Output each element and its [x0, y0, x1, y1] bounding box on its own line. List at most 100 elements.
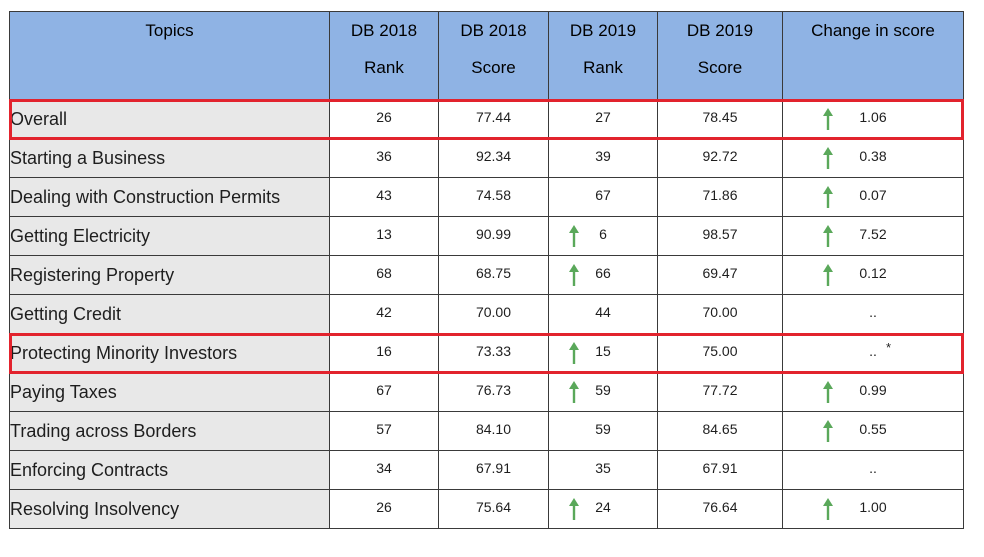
up-arrow-icon — [823, 225, 833, 247]
cell-value: 42 — [376, 304, 392, 320]
table-row: Overall 26 77.44 27 78.45 1.06 — [9, 99, 964, 139]
up-arrow-icon — [569, 342, 579, 364]
cell-value: 39 — [595, 148, 611, 164]
change-in-score-cell: .. — [782, 294, 964, 334]
header-line1: DB 2018 — [350, 21, 418, 40]
change-in-score-cell: 0.12 — [782, 255, 964, 295]
db2018-rank-cell: 68 — [329, 255, 439, 295]
cell-value: 0.38 — [859, 148, 887, 164]
cell-value: 71.86 — [702, 187, 738, 203]
cell-value: 66 — [595, 265, 611, 281]
db2018-rank-cell: 26 — [329, 489, 439, 529]
cell-value: 15 — [595, 343, 611, 359]
db2019-score-cell: 76.64 — [657, 489, 783, 529]
cell-value: 78.45 — [702, 109, 738, 125]
db2019-rank-cell: 44 — [548, 294, 658, 334]
db2019-score-cell: 69.47 — [657, 255, 783, 295]
topic-cell: Enforcing Contracts — [9, 450, 330, 490]
db2018-rank-cell: 42 — [329, 294, 439, 334]
up-arrow-icon — [823, 264, 833, 286]
header-line2: Rank — [583, 58, 623, 77]
db2018-rank-cell: 34 — [329, 450, 439, 490]
cell-value: 75.64 — [475, 499, 512, 515]
header-db2019-score: DB 2019 Score — [657, 11, 783, 100]
change-in-score-cell: 0.55 — [782, 411, 964, 451]
db2019-rank-cell: 59 — [548, 372, 658, 412]
db2018-score-cell: 74.58 — [438, 177, 549, 217]
topic-cell: Getting Credit — [9, 294, 330, 334]
header-line1: Topics — [145, 21, 194, 40]
db2018-score-cell: 90.99 — [438, 216, 549, 256]
topic-cell: Protecting Minority Investors — [9, 333, 330, 373]
cell-value: 13 — [376, 226, 392, 242]
db2019-rank-cell: 15 — [548, 333, 658, 373]
change-in-score-cell: 1.06 — [782, 99, 964, 139]
header-change-in-score: Change in score — [782, 11, 964, 100]
topic-cell: Registering Property — [9, 255, 330, 295]
db2019-rank-cell: 35 — [548, 450, 658, 490]
db2018-rank-cell: 43 — [329, 177, 439, 217]
cell-value: 59 — [595, 382, 611, 398]
db2018-score-cell: 77.44 — [438, 99, 549, 139]
cell-value: 76.73 — [475, 382, 512, 398]
table-row: Enforcing Contracts 34 67.91 35 67.91.. — [9, 450, 964, 490]
db2019-score-cell: 75.00 — [657, 333, 783, 373]
table-row: Resolving Insolvency 26 75.64 24 76.64 1.00 — [9, 489, 964, 529]
cell-value: 75.00 — [702, 343, 738, 359]
db2018-rank-cell: 16 — [329, 333, 439, 373]
header-line2: Rank — [364, 58, 404, 77]
db2019-score-cell: 77.72 — [657, 372, 783, 412]
cell-value: 59 — [595, 421, 611, 437]
table-row: Protecting Minority Investors 16 73.33 15 75… — [9, 333, 964, 373]
table-row: Registering Property 68 68.75 66 69.47 0.12 — [9, 255, 964, 295]
change-in-score-cell: 7.52 — [782, 216, 964, 256]
change-in-score-cell: 0.38 — [782, 138, 964, 178]
cell-value: 34 — [376, 460, 392, 476]
topic-cell: Dealing with Construction Permits — [9, 177, 330, 217]
db2019-rank-cell: 6 — [548, 216, 658, 256]
db2018-rank-cell: 26 — [329, 99, 439, 139]
footnote-marker: * — [886, 340, 892, 355]
header-db2018-rank: DB 2018 Rank — [329, 11, 439, 100]
change-in-score-cell: .. * — [782, 333, 964, 373]
db2019-score-cell: 84.65 — [657, 411, 783, 451]
cell-value: 77.72 — [702, 382, 738, 398]
change-in-score-cell: 0.99 — [782, 372, 964, 412]
cell-value: 57 — [376, 421, 392, 437]
cell-value: 43 — [376, 187, 392, 203]
cell-value: 35 — [595, 460, 611, 476]
topic-cell: Getting Electricity — [9, 216, 330, 256]
header-topics: Topics — [9, 11, 330, 100]
up-arrow-icon — [823, 381, 833, 403]
cell-value: 76.64 — [702, 499, 738, 515]
db2018-rank-cell: 67 — [329, 372, 439, 412]
topic-cell: Resolving Insolvency — [9, 489, 330, 529]
cell-value: .. — [869, 343, 877, 359]
cell-value: 36 — [376, 148, 392, 164]
header-line2: Score — [471, 58, 516, 77]
cell-value: 69.47 — [702, 265, 738, 281]
db2019-rank-cell: 27 — [548, 99, 658, 139]
table-row: Trading across Borders 57 84.10 59 84.65 0.55 — [9, 411, 964, 451]
topic-cell: Paying Taxes — [9, 372, 330, 412]
header-line1: DB 2019 — [686, 21, 754, 40]
db2019-rank-cell: 39 — [548, 138, 658, 178]
table-row: Starting a Business 36 92.34 39 92.72 0.38 — [9, 138, 964, 178]
cell-value: 0.55 — [859, 421, 887, 437]
header-line1: DB 2018 — [460, 21, 527, 40]
table-row: Getting Electricity 13 90.99 6 98.57 7.52 — [9, 216, 964, 256]
db2019-rank-cell: 59 — [548, 411, 658, 451]
db2018-score-cell: 84.10 — [438, 411, 549, 451]
cell-value: 67.91 — [475, 460, 512, 476]
change-in-score-cell: 1.00 — [782, 489, 964, 529]
db2018-rank-cell: 13 — [329, 216, 439, 256]
cell-value: 84.10 — [475, 421, 512, 437]
header-db2019-rank: DB 2019 Rank — [548, 11, 658, 100]
up-arrow-icon — [823, 498, 833, 520]
up-arrow-icon — [823, 108, 833, 130]
cell-value: 27 — [595, 109, 611, 125]
db2018-score-cell: 67.91 — [438, 450, 549, 490]
cell-value: 67.91 — [702, 460, 738, 476]
db2019-score-cell: 92.72 — [657, 138, 783, 178]
cell-value: 24 — [595, 499, 611, 515]
